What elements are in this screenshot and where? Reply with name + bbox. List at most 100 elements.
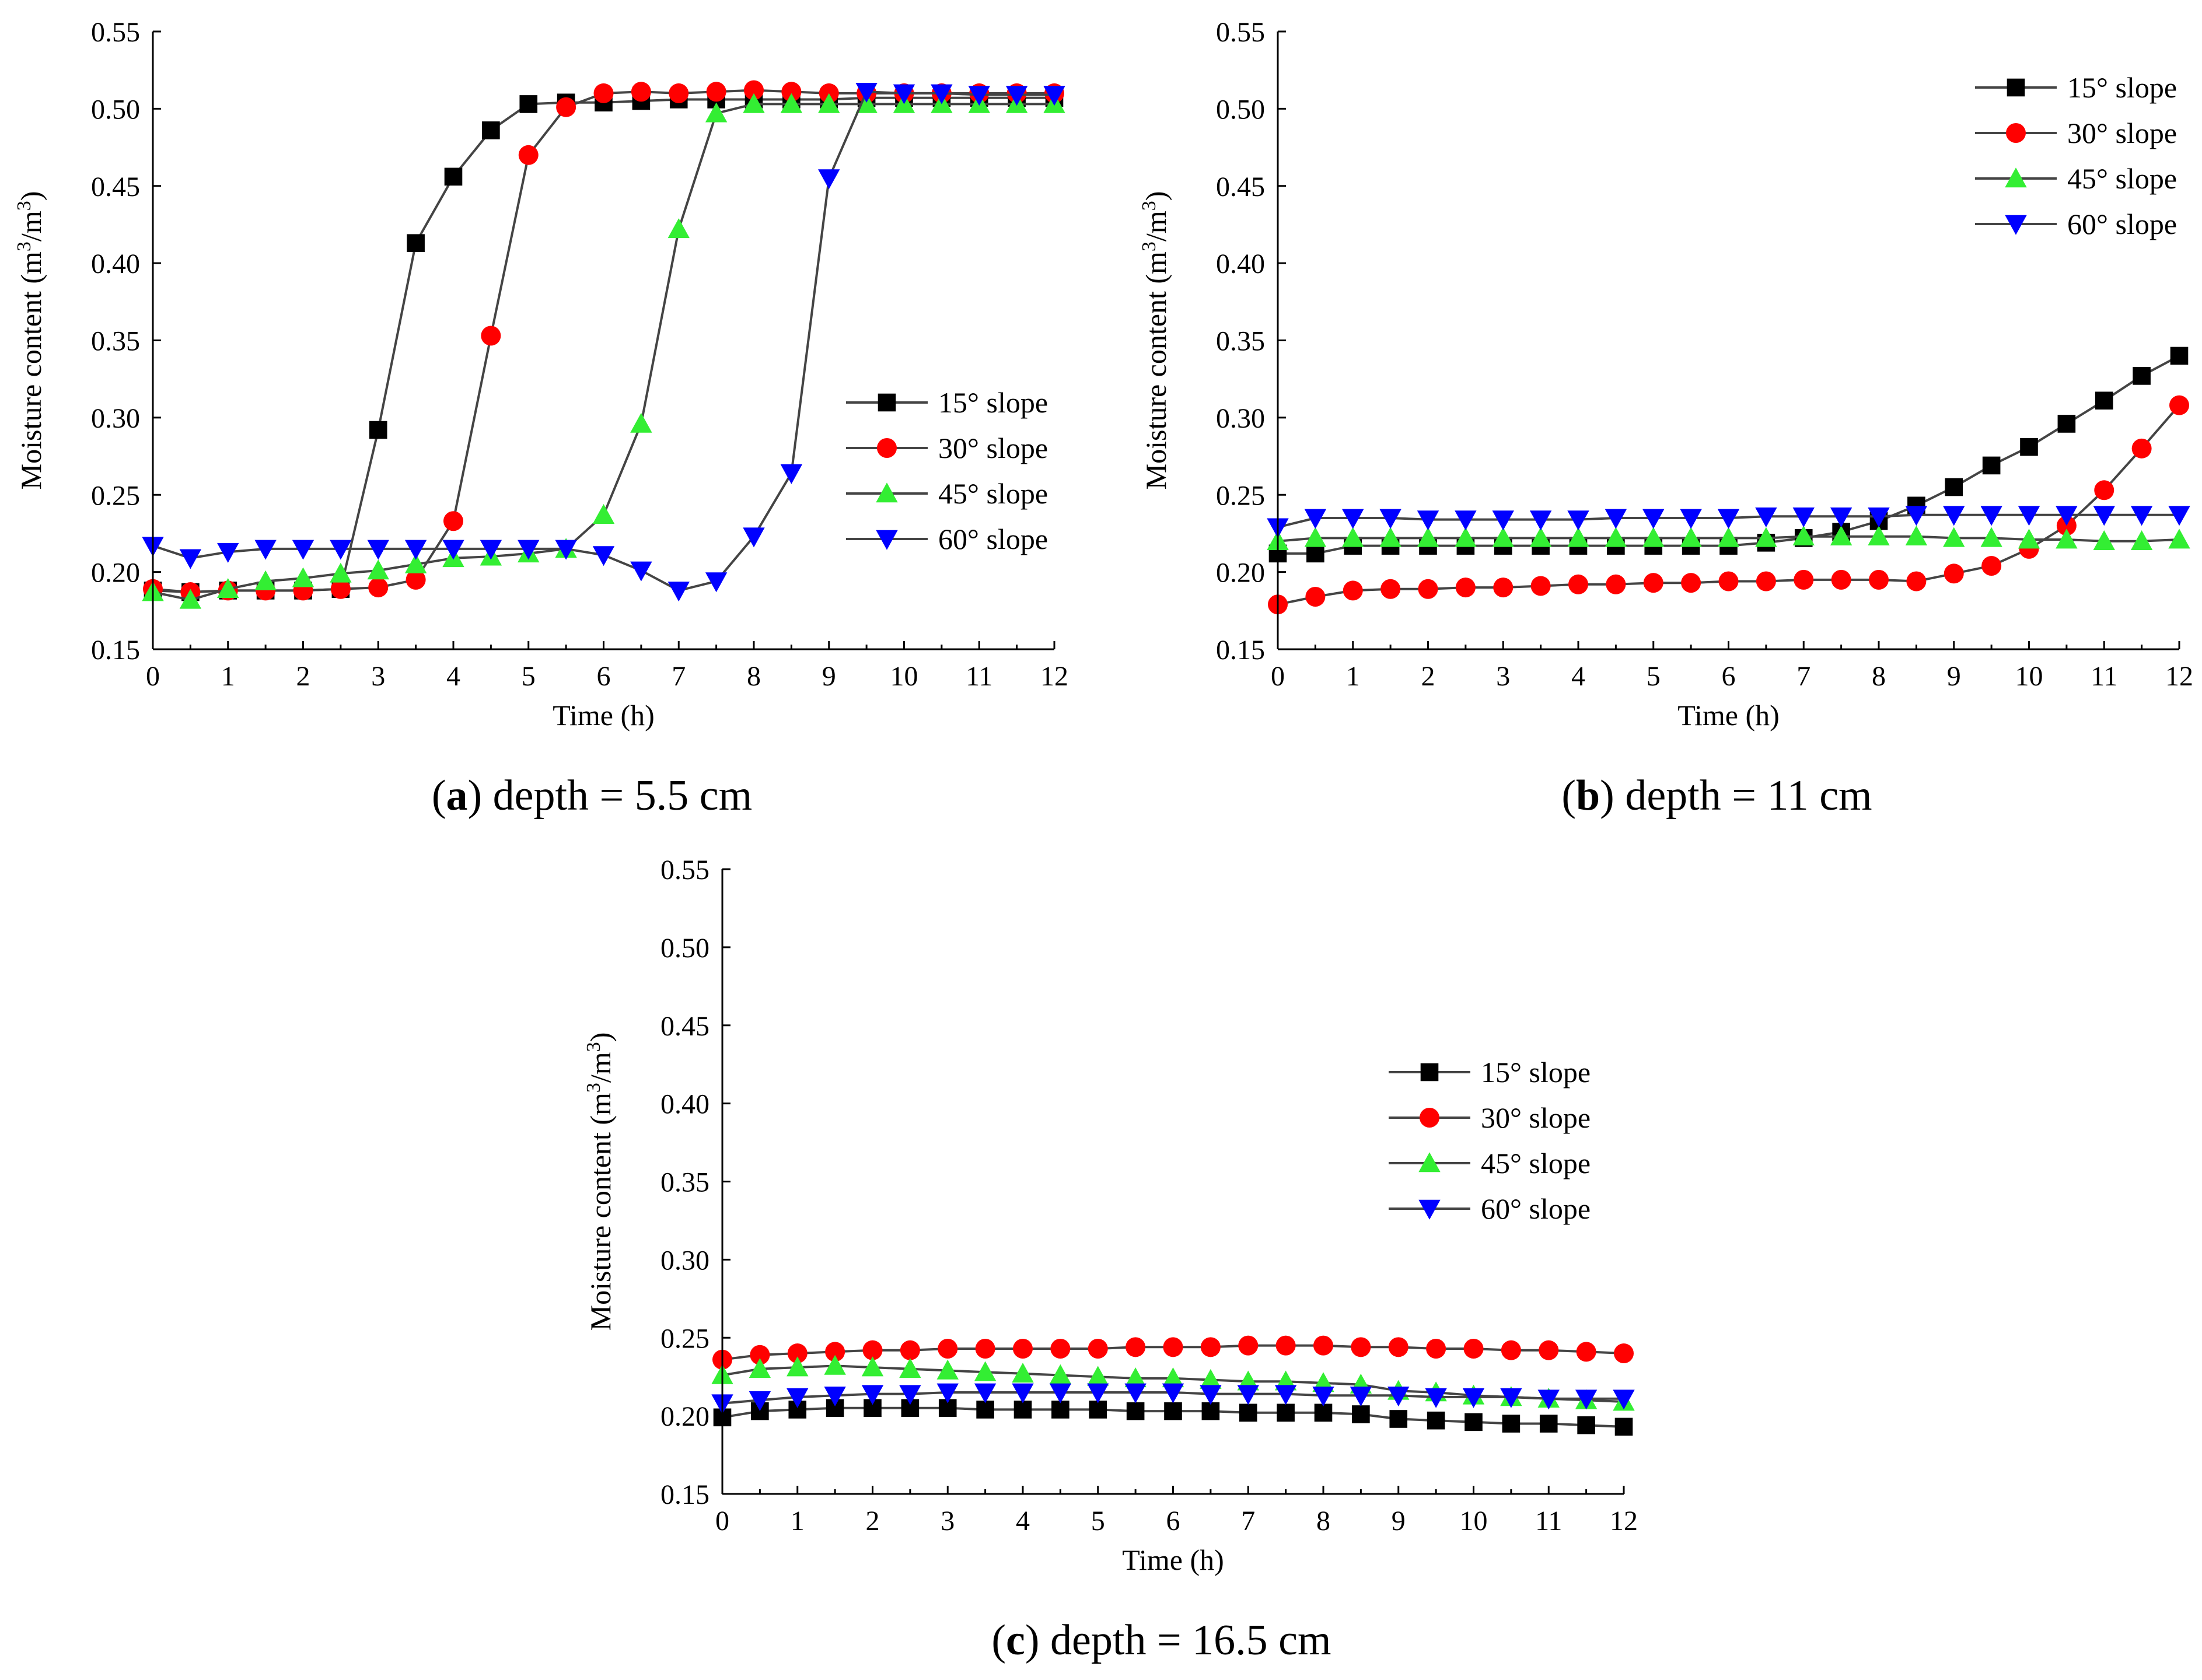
legend-marker xyxy=(877,438,897,458)
data-point xyxy=(787,1343,808,1364)
data-point xyxy=(1943,527,1965,547)
x-tick-label: 7 xyxy=(1796,661,1810,692)
data-point xyxy=(556,97,576,117)
data-point xyxy=(2056,506,2078,526)
data-point xyxy=(743,93,765,113)
data-point xyxy=(1830,508,1853,528)
data-point xyxy=(1237,1385,1259,1405)
x-tick-label: 4 xyxy=(1571,661,1585,692)
data-point xyxy=(292,540,314,560)
y-axis-title-part: ) xyxy=(1140,191,1172,201)
data-point xyxy=(1567,510,1589,531)
x-tick-label: 2 xyxy=(866,1506,880,1536)
x-tick-label: 3 xyxy=(371,661,385,692)
data-point xyxy=(855,93,878,113)
series-group xyxy=(1267,346,2190,615)
data-point xyxy=(862,1340,883,1360)
series-s60 xyxy=(1267,506,2190,538)
data-point xyxy=(1005,86,1028,106)
data-point xyxy=(787,1388,809,1408)
data-point xyxy=(593,83,614,103)
data-point xyxy=(749,1391,771,1412)
data-point xyxy=(1613,1390,1635,1410)
x-tick-label: 6 xyxy=(597,661,611,692)
legend-label: 45° slope xyxy=(938,477,1048,510)
x-axis-title: Time (h) xyxy=(1122,1544,1224,1576)
data-point xyxy=(2020,438,2038,456)
legend-label: 60° slope xyxy=(1481,1192,1591,1225)
data-point xyxy=(1492,527,1514,547)
data-point xyxy=(630,412,652,433)
data-point xyxy=(1681,573,1701,593)
x-tick-label: 11 xyxy=(2091,661,2117,692)
data-point xyxy=(1501,1340,1521,1360)
legend: 15° slope 30° slope 45° slope 60° slope xyxy=(1975,71,2177,240)
data-point xyxy=(1943,506,1965,526)
caption-text: ) depth = 16.5 cm xyxy=(1025,1616,1331,1664)
legend-item-s45: 45° slope xyxy=(1975,162,2177,195)
legend-label: 15° slope xyxy=(2067,71,2177,104)
data-point xyxy=(705,572,728,593)
series-s45 xyxy=(1267,526,2190,550)
legend-item-s30: 30° slope xyxy=(846,432,1048,464)
data-point xyxy=(1576,1342,1596,1362)
legend-marker xyxy=(876,482,898,503)
y-tick-label: 0.55 xyxy=(660,855,709,886)
legend-label: 60° slope xyxy=(2067,208,2177,240)
data-point xyxy=(706,82,726,102)
x-tick-label: 9 xyxy=(1392,1506,1406,1536)
y-axis-title-superscript: 3 xyxy=(1138,242,1160,251)
data-point xyxy=(367,540,389,560)
legend-item-s15: 15° slope xyxy=(846,386,1048,419)
data-point xyxy=(1163,1337,1183,1357)
x-tick-label: 5 xyxy=(522,661,536,692)
panel-caption: (b) depth = 11 cm xyxy=(1561,772,1872,820)
data-point xyxy=(1049,1383,1072,1404)
data-point xyxy=(818,169,840,190)
legend-label: 30° slope xyxy=(2067,117,2177,149)
data-point xyxy=(2095,391,2113,410)
data-point xyxy=(1717,527,1740,547)
data-point xyxy=(749,1358,771,1378)
data-point xyxy=(1493,578,1514,598)
data-point xyxy=(1343,580,1363,601)
x-tick-label: 7 xyxy=(1241,1506,1255,1536)
data-point xyxy=(1642,509,1665,529)
data-point xyxy=(330,540,352,560)
data-point xyxy=(1945,478,1963,496)
x-tick-label: 3 xyxy=(941,1506,955,1536)
data-point xyxy=(1905,506,1928,526)
data-point xyxy=(1905,526,1928,546)
data-point xyxy=(2093,530,2115,550)
data-point xyxy=(1162,1367,1184,1388)
data-point xyxy=(938,1338,958,1359)
data-point xyxy=(818,93,840,113)
data-point xyxy=(1981,556,2002,576)
data-point xyxy=(217,578,239,598)
data-point xyxy=(254,540,277,560)
y-axis-title-part: ) xyxy=(584,1032,617,1042)
caption-text: ) depth = 11 cm xyxy=(1600,772,1872,820)
data-point xyxy=(1755,527,1777,547)
x-tick-label: 9 xyxy=(1947,661,1961,692)
data-point xyxy=(1605,527,1627,547)
data-point xyxy=(1944,564,1964,584)
legend: 15° slope 30° slope 45° slope 60° slope xyxy=(1389,1056,1591,1225)
legend-label: 30° slope xyxy=(938,432,1048,464)
y-axis-title-superscript: 3 xyxy=(1138,201,1160,211)
data-point xyxy=(1087,1383,1109,1404)
data-point xyxy=(1124,1367,1147,1388)
legend-marker xyxy=(1420,1063,1439,1082)
data-point xyxy=(1013,1401,1032,1419)
y-axis-title-part: Moisture content (m xyxy=(15,251,47,489)
series-group xyxy=(711,1335,1635,1436)
data-point xyxy=(592,503,615,524)
data-point xyxy=(368,578,389,598)
x-tick-label: 12 xyxy=(1610,1506,1638,1536)
y-tick-label: 0.15 xyxy=(91,635,140,666)
y-axis-title-superscript: 3 xyxy=(13,242,35,251)
data-point xyxy=(787,1356,809,1377)
data-point xyxy=(1567,527,1589,547)
data-point xyxy=(2130,506,2153,526)
data-point xyxy=(1277,1404,1295,1422)
